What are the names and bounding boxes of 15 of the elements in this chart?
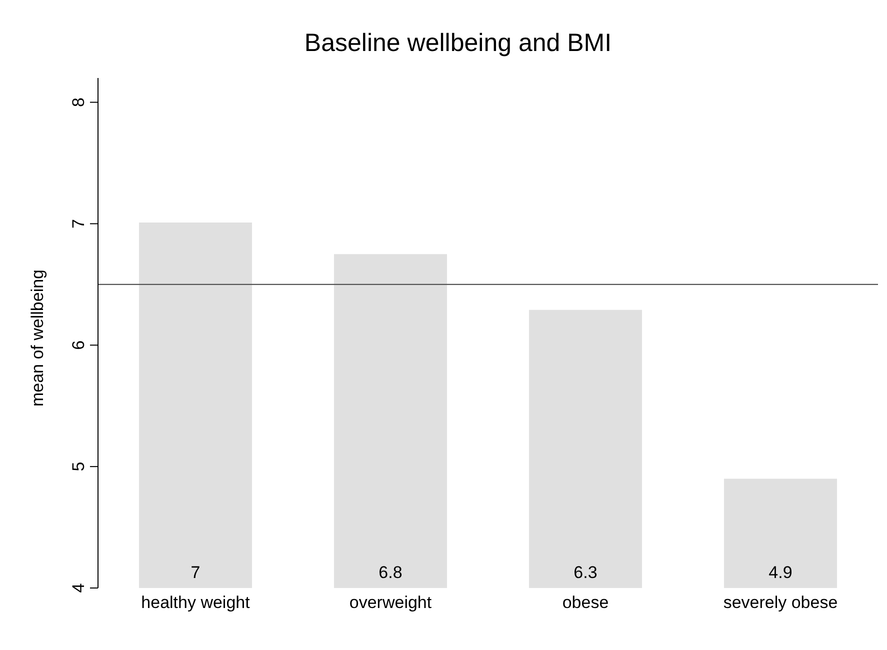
y-tick-label: 7 [69,218,88,228]
chart-title: Baseline wellbeing and BMI [304,29,612,57]
x-tick-label: healthy weight [141,593,250,612]
y-tick-label: 5 [69,462,88,472]
y-axis-title: mean of wellbeing [28,269,47,407]
x-tick-label: severely obese [723,593,838,612]
y-tick-label: 4 [69,583,88,593]
y-tick-label: 8 [69,98,88,108]
data-label: 4.9 [768,563,792,582]
x-tick-label: obese [562,593,609,612]
y-tick-label: 6 [69,340,88,350]
x-tick-label: overweight [349,593,432,612]
data-label: 6.3 [574,563,598,582]
data-label: 7 [190,563,200,582]
data-label: 6.8 [378,563,402,582]
